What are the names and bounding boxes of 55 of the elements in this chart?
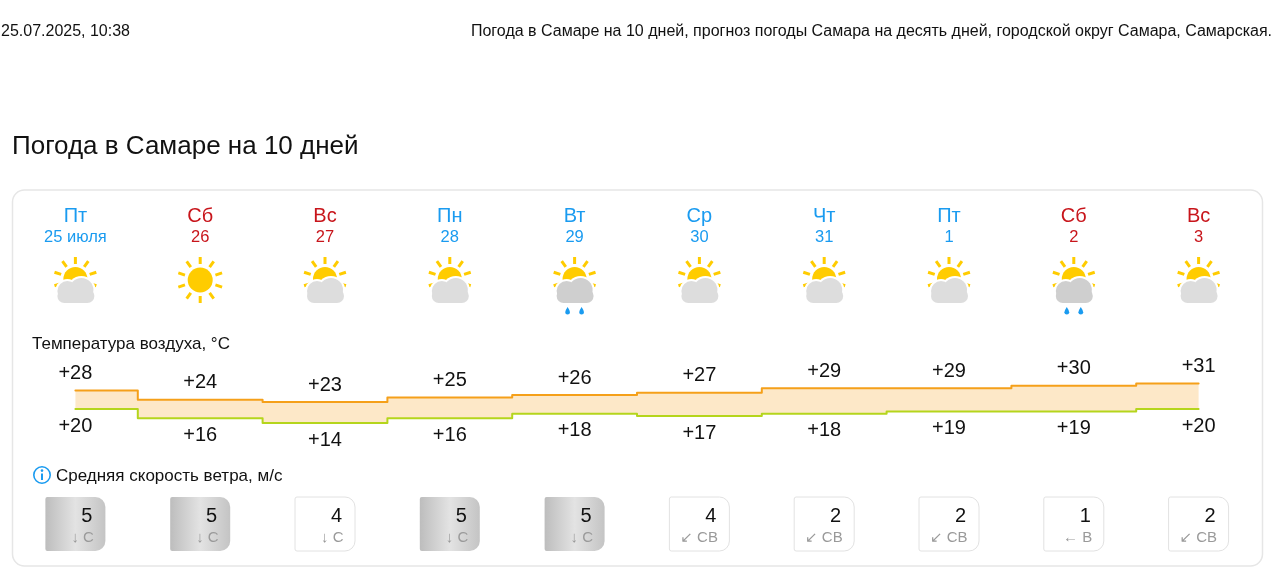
text: ↙ СВ [1179,528,1218,545]
x-tick-label: Сб 2 [1060,203,1087,245]
text: Средняя скорость ветра, м/с [56,466,283,485]
chart-subtitle: Температура воздуха, °C [32,334,230,353]
text: ↓ С [321,528,344,545]
text: ↙ СВ [680,528,718,545]
text: Погода в Самаре на 10 дней, прогноз погоды Самара на десять дней, городской округ Самара, Самарская. [470,22,1272,39]
text: ↙ СВ [805,528,843,545]
data-label: +18 [557,418,592,441]
data-label: +16 [183,422,218,445]
data-label: 1 [1079,504,1091,526]
data-label: 2 [954,504,966,526]
x-tick-label: Пт 25 июля [44,203,107,245]
data-label: 4 [330,504,342,526]
data-label: +27 [682,363,717,386]
text: ↙ СВ [929,528,968,545]
data-label: 2 [1204,504,1216,526]
x-tick-label: Пт 1 [937,203,961,245]
text: ↓ С [71,528,95,545]
chart-title: Погода в Самаре на 10 дней [12,130,359,160]
x-tick-label: Вс 3 [1186,203,1211,245]
x-tick-label: Ср 30 [686,203,713,245]
text: ↓ С [196,528,219,545]
data-label: +17 [682,420,717,443]
x-tick-label: Вт 29 [563,203,586,245]
data-label: +20 [58,413,93,436]
data-label: +16 [432,422,467,445]
data-label: +23 [308,372,342,395]
data-label: +28 [58,360,93,383]
text: 25.07.2025, 10:38 [1,22,131,39]
data-label: +20 [1181,413,1216,436]
data-label: +25 [432,367,467,390]
data-label: +30 [1056,356,1091,379]
data-label: 5 [81,504,93,526]
x-tick-label: Сб 26 [187,203,214,245]
text: ↓ С [445,528,469,545]
data-label: +14 [308,427,342,450]
x-tick-label: Пн 28 [437,203,463,245]
data-label: +26 [557,365,592,388]
text: ↓ С [570,528,594,545]
text: ← В [1063,528,1093,545]
data-label: 5 [206,504,218,526]
data-label: 4 [705,504,717,526]
data-label: +31 [1181,354,1216,376]
data-label: 5 [455,504,467,526]
data-label: +19 [1056,415,1091,438]
data-label: +18 [807,418,842,441]
x-tick-label: Вс 27 [313,203,337,245]
data-label: +19 [932,415,966,438]
data-label: +29 [932,358,966,381]
data-label: +29 [807,358,842,381]
x-tick-label: Чт 31 [812,203,836,245]
data-label: +24 [183,370,218,393]
data-label: 5 [580,504,592,526]
data-label: 2 [830,504,842,526]
